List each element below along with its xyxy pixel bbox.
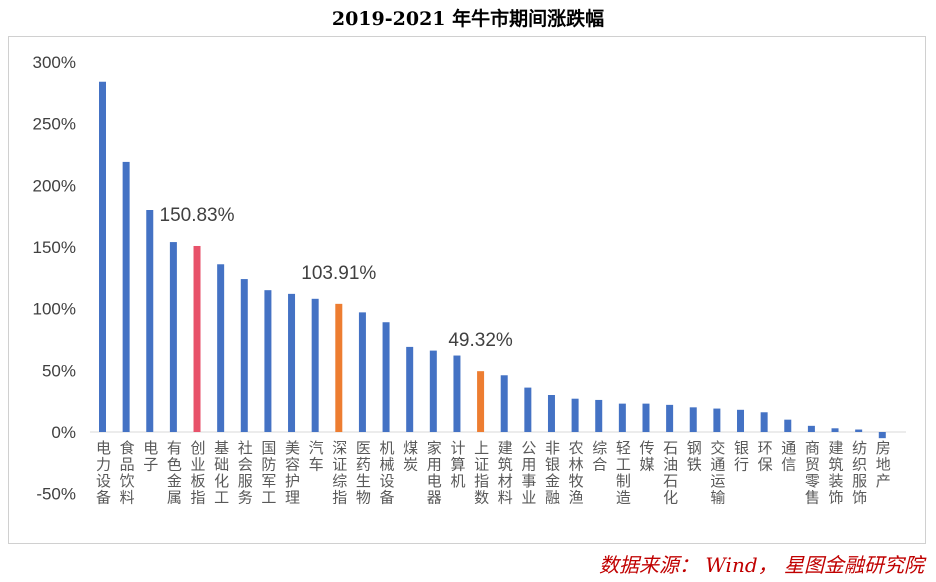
bar [618,403,626,432]
x-tick-label: 食品饮料 [120,439,135,507]
data-source-note: 数据来源： Wind， 星图金融研究院 [599,553,924,577]
y-tick-label: 100% [33,300,76,319]
bar [146,210,154,432]
bar [642,403,650,432]
x-tick-label: 社会服务 [238,439,253,507]
y-tick-label: 200% [33,176,76,195]
bar [382,322,390,432]
x-tick-label: 银行 [734,439,749,474]
y-tick-label: -50% [36,485,76,504]
bar [193,245,201,432]
bar [666,404,674,432]
x-tick-label: 建筑装饰 [829,439,844,507]
x-tick-label: 轻工制造 [616,439,631,507]
data-label: 103.91% [301,263,376,284]
bar [311,298,319,432]
bar [288,293,296,432]
x-tick-label: 有色金属 [167,439,182,507]
x-tick-label: 公用事业 [521,439,536,507]
x-tick-label: 家用电器 [427,439,442,507]
chart-frame [8,36,926,544]
x-tick-label: 钢铁 [687,439,702,474]
data-label: 49.32% [448,330,513,351]
x-tick-label: 计算机 [450,439,465,490]
bar [784,419,792,432]
bar [406,346,414,432]
bar [878,432,886,439]
y-tick-label: 250% [33,115,76,134]
bar [571,398,579,432]
x-tick-label: 房地产 [876,439,891,490]
x-tick-label: 上证指数 [474,439,489,507]
x-tick-label: 美容护理 [285,439,300,507]
bar [547,395,555,432]
bar [217,264,225,432]
bar [807,425,815,432]
y-tick-label: 0% [51,423,76,442]
x-tick-label: 医药生物 [356,439,371,507]
x-tick-label: 基础化工 [214,439,229,507]
x-tick-label: 电力设备 [96,439,111,507]
y-tick-label: 50% [42,361,76,380]
bar [240,279,248,432]
bar [99,81,106,432]
x-tick-label: 创业板指 [191,439,206,507]
x-tick-label: 非银金融 [545,439,560,507]
bar [689,407,697,432]
x-tick-label: 机械设备 [380,439,395,507]
chart-title: 2019-2021 年牛市期间涨跌幅 [331,8,605,30]
bar [831,428,839,432]
x-tick-label: 商贸零售 [805,439,820,507]
x-tick-label: 农林牧渔 [569,439,584,507]
bar [760,412,768,432]
y-tick-label: 300% [33,53,76,72]
bar [500,375,508,432]
x-tick-label: 煤炭 [403,439,418,474]
x-tick-label: 通信 [781,439,796,474]
bar [453,355,461,432]
bar [335,303,343,432]
x-tick-label: 建筑材料 [498,439,513,507]
x-tick-label: 传媒 [639,439,654,474]
bar [358,312,366,432]
x-tick-label: 石油石化 [663,439,678,507]
x-tick-label: 汽车 [309,439,324,474]
bar [737,409,745,432]
bar [169,242,177,432]
x-tick-label: 国防军工 [261,439,276,507]
bar [477,371,485,432]
bar [855,429,863,432]
bar [713,408,721,432]
x-tick-label: 综合 [592,439,607,474]
x-tick-label: 深证综指 [332,439,347,507]
x-tick-label: 环保 [758,439,773,474]
y-tick-label: 150% [33,238,76,257]
bar [122,161,130,433]
x-tick-label: 纺织服饰 [852,439,867,507]
bar [264,290,272,432]
bar [595,399,603,432]
bar [524,387,532,432]
bar [429,350,437,432]
x-tick-label: 电子 [143,439,158,474]
x-tick-label: 交通运输 [710,439,725,507]
data-label: 150.83% [160,205,235,226]
